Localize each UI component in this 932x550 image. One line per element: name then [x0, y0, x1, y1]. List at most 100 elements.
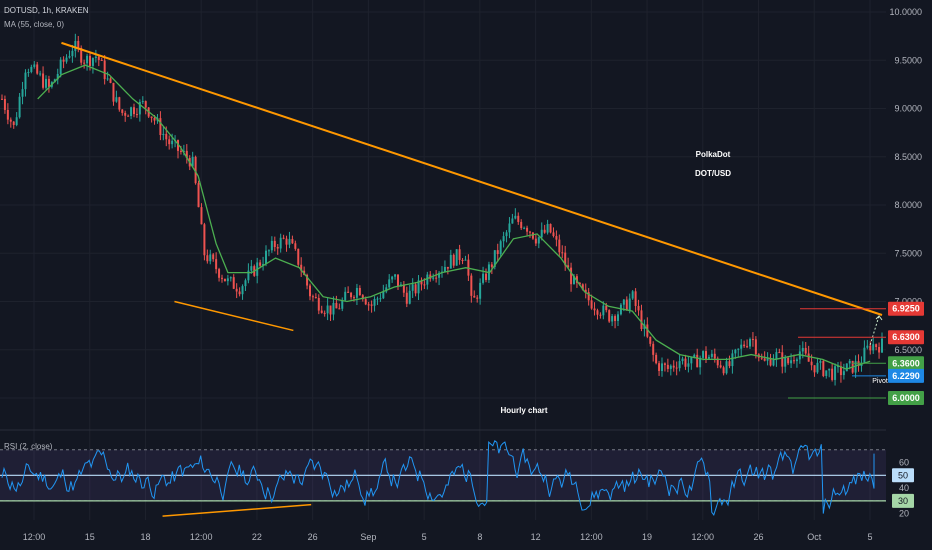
candle-body	[18, 96, 21, 118]
price-tick-label: 7.0000	[894, 297, 922, 307]
candle-body	[443, 266, 446, 272]
candle-body	[605, 305, 608, 311]
candle-body	[772, 359, 775, 366]
candle-body	[350, 292, 353, 298]
candle-body	[118, 97, 121, 110]
candle-body	[872, 344, 875, 351]
candle-body	[47, 78, 50, 87]
candle-body	[775, 352, 778, 360]
level-badge-label: 6.6300	[892, 332, 920, 342]
candle-body	[722, 367, 725, 374]
level-badge	[888, 301, 924, 316]
candle-body	[681, 358, 684, 362]
candle-body	[247, 270, 250, 281]
price-tick-label: 8.0000	[894, 200, 922, 210]
price-levels[interactable]	[788, 308, 886, 399]
price-axis[interactable]: 10.0000 9.5000 9.0000 8.5000 8.0000 7.5000 7.0…	[888, 7, 924, 405]
candle-body	[446, 266, 449, 269]
time-tick-label: 26	[308, 532, 318, 542]
candle-body	[881, 338, 883, 353]
candle-body	[438, 272, 441, 278]
symbol-title[interactable]: DOTUSD, 1h, KRAKEN	[4, 6, 89, 15]
candle-body	[291, 239, 294, 244]
candle-body	[517, 215, 520, 222]
candle-body	[787, 357, 790, 364]
candle-body	[766, 358, 769, 361]
annotation-dot-usd: DOT/USD	[695, 169, 731, 178]
candle-body	[417, 280, 420, 294]
candle-body	[59, 59, 62, 74]
candle-body	[288, 239, 291, 245]
candle-body	[405, 292, 408, 304]
candle-body	[652, 343, 655, 355]
candle-body	[411, 284, 414, 291]
rsi-legend[interactable]: RSI (2, close)	[4, 442, 53, 451]
candle-body	[690, 357, 693, 364]
candle-body	[634, 291, 637, 306]
time-tick-label: 12:00	[580, 532, 603, 542]
candle-body	[617, 314, 619, 321]
candle-body	[338, 308, 341, 310]
candle-body	[587, 292, 590, 301]
trendlines[interactable]	[61, 41, 883, 346]
candle-body	[464, 259, 467, 261]
candle-body	[476, 297, 479, 299]
candle-body	[734, 349, 737, 354]
candle-body	[831, 368, 834, 380]
candle-body	[567, 265, 570, 268]
rsi-trend-line	[162, 503, 312, 517]
candle-body	[385, 287, 388, 292]
candle-body	[769, 358, 772, 366]
candle-body	[250, 266, 253, 271]
rsi-level-badge	[892, 493, 914, 508]
candle-body	[863, 347, 866, 363]
candle-body	[511, 218, 514, 224]
candle-body	[212, 254, 215, 260]
candle-body	[555, 236, 558, 240]
candle-body	[91, 58, 94, 66]
candle-body	[382, 291, 385, 299]
level-badge	[888, 391, 924, 405]
candle-body	[561, 252, 564, 254]
candle-body	[150, 116, 153, 118]
candle-body	[12, 121, 15, 125]
candle-body	[602, 305, 605, 316]
candle-body	[825, 370, 828, 376]
level-badge-label: 6.0000	[892, 393, 920, 403]
candle-body	[754, 339, 757, 355]
candle-body	[56, 73, 59, 80]
candle-body	[112, 82, 115, 102]
candle-body	[235, 288, 238, 292]
candle-body	[526, 227, 529, 232]
time-axis[interactable]: 12:00 15 18 12:00 22 26 Sep 5 8 12 12:00 19 12:00 26 O…	[23, 532, 873, 542]
time-tick-label: 12:00	[23, 532, 46, 542]
time-tick-label: 19	[642, 532, 652, 542]
candle-body	[138, 101, 141, 115]
candle-body	[622, 299, 625, 305]
candle-body	[115, 97, 118, 102]
ma-legend[interactable]: MA (55, close, 0)	[4, 20, 64, 29]
candle-body	[581, 284, 584, 290]
price-tick-label: 6.5000	[894, 345, 922, 355]
projection-line	[869, 315, 880, 346]
time-tick-label: 18	[140, 532, 150, 542]
candle-body	[226, 278, 229, 282]
candle-body	[570, 267, 573, 285]
candle-body	[611, 316, 614, 322]
candle-body	[97, 56, 100, 60]
candle-body	[370, 304, 373, 306]
annotation-polkadot: PolkaDot	[696, 150, 731, 159]
time-tick-label: 5	[867, 532, 872, 542]
candle-body	[479, 282, 482, 299]
candle-body	[531, 232, 534, 239]
candle-body	[482, 273, 485, 283]
candle-body	[9, 119, 12, 122]
annotation-hourly-chart: Hourly chart	[500, 406, 547, 415]
level-badge	[888, 368, 924, 383]
candle-body	[508, 223, 511, 233]
candle-body	[713, 353, 716, 359]
candle-body	[408, 290, 411, 304]
ma-55-line	[37, 64, 871, 370]
candle-body	[485, 273, 487, 280]
